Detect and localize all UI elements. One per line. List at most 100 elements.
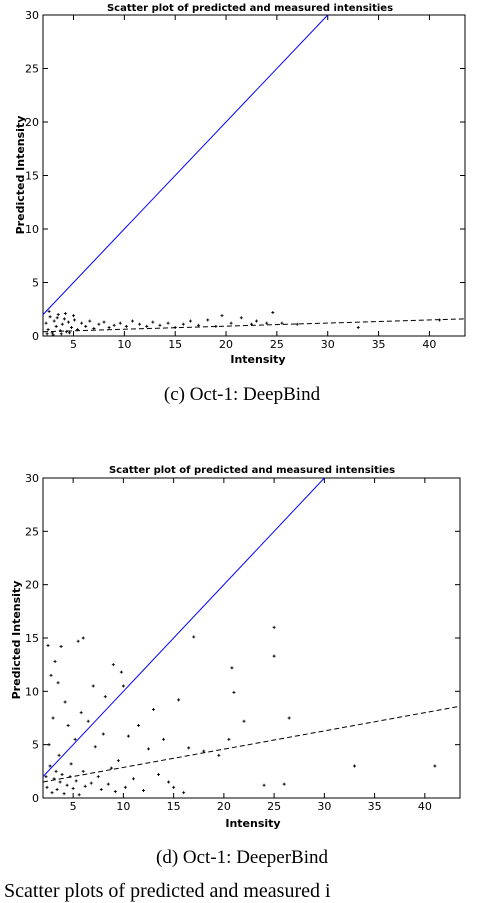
data-point [255, 319, 259, 323]
data-point [229, 321, 233, 325]
y-axis-label: Predicted Intensity [14, 116, 27, 235]
data-point [157, 773, 161, 777]
data-point [67, 331, 71, 335]
data-point [54, 324, 58, 328]
data-point [145, 324, 149, 328]
data-point [112, 323, 116, 327]
data-point [227, 737, 231, 741]
y-tick-label: 10 [25, 685, 39, 698]
y-tick-label: 15 [25, 170, 39, 183]
data-point [68, 775, 72, 779]
x-tick-label: 25 [267, 800, 281, 813]
data-point [158, 323, 162, 327]
data-point [106, 782, 110, 786]
data-point [62, 792, 66, 796]
data-point [107, 325, 111, 329]
y-tick-label: 30 [25, 472, 39, 485]
data-point [49, 673, 53, 677]
x-axis-label: Intensity [230, 353, 285, 366]
data-point [220, 314, 224, 318]
y-tick-label: 25 [25, 525, 39, 538]
data-point [51, 333, 55, 336]
data-point [111, 663, 115, 667]
chart-caption-d: (d) Oct-1: DeeperBind [156, 847, 328, 868]
data-point [272, 654, 276, 658]
data-point [113, 790, 117, 794]
data-point [93, 745, 97, 749]
data-point [173, 325, 177, 329]
trend-line [43, 705, 460, 783]
data-point [187, 746, 191, 750]
data-point [66, 723, 70, 727]
y-tick-label: 30 [25, 9, 39, 22]
y-tick-label: 20 [25, 116, 39, 129]
data-point [197, 323, 201, 327]
data-point [73, 318, 77, 322]
data-point [81, 769, 85, 773]
data-point [230, 666, 234, 670]
plot-frame [42, 477, 461, 799]
data-point [62, 317, 66, 321]
data-point [131, 777, 135, 781]
x-tick-label: 35 [368, 800, 382, 813]
x-axis-label: Intensity [225, 817, 280, 830]
data-point [167, 780, 171, 784]
data-point [44, 775, 48, 779]
data-point [91, 684, 95, 688]
data-point [124, 324, 128, 328]
data-point [138, 322, 142, 326]
data-point [46, 643, 50, 647]
data-point [79, 711, 83, 715]
data-point [71, 786, 75, 790]
data-point [272, 625, 276, 629]
data-point [239, 316, 243, 320]
data-point [50, 331, 54, 335]
data-point [126, 734, 130, 738]
y-tick-label: 10 [25, 223, 39, 236]
y-tick-label: 25 [25, 63, 39, 76]
identity-line [43, 15, 329, 315]
data-point [55, 316, 59, 320]
data-point [59, 645, 63, 649]
data-point [166, 321, 170, 325]
data-point [88, 319, 92, 323]
data-point [54, 769, 58, 773]
data-point [60, 322, 64, 326]
data-point [118, 321, 122, 325]
data-point [433, 764, 437, 768]
data-point [50, 791, 54, 795]
data-point [72, 314, 76, 318]
data-point [217, 753, 221, 757]
data-point [74, 779, 78, 783]
data-point [181, 322, 185, 326]
data-point [116, 759, 120, 763]
x-tick-label: 5 [70, 800, 77, 813]
data-point [56, 313, 60, 317]
data-point [352, 764, 356, 768]
x-tick-label: 30 [317, 800, 331, 813]
data-point [177, 698, 181, 702]
data-point [141, 789, 145, 793]
data-point [102, 320, 106, 324]
data-point [214, 324, 218, 328]
data-point [76, 639, 80, 643]
data-point [64, 330, 68, 334]
x-tick-label: 15 [167, 800, 181, 813]
data-point [96, 775, 100, 779]
x-tick-label: 40 [422, 338, 436, 351]
data-point [287, 716, 291, 720]
y-tick-label: 0 [32, 330, 39, 343]
scatter-chart-deeperbind: Scatter plot of predicted and measured i… [10, 465, 461, 830]
data-point [249, 322, 253, 326]
data-point [73, 737, 77, 741]
data-point [69, 325, 73, 329]
data-point [45, 332, 49, 336]
data-point [202, 749, 206, 753]
data-point [53, 659, 57, 663]
figure-caption: Scatter plots of predicted and measured … [4, 880, 331, 902]
data-point [123, 785, 127, 789]
data-point [59, 332, 63, 336]
data-point [162, 737, 166, 741]
data-point [121, 684, 125, 688]
data-point [109, 766, 113, 770]
